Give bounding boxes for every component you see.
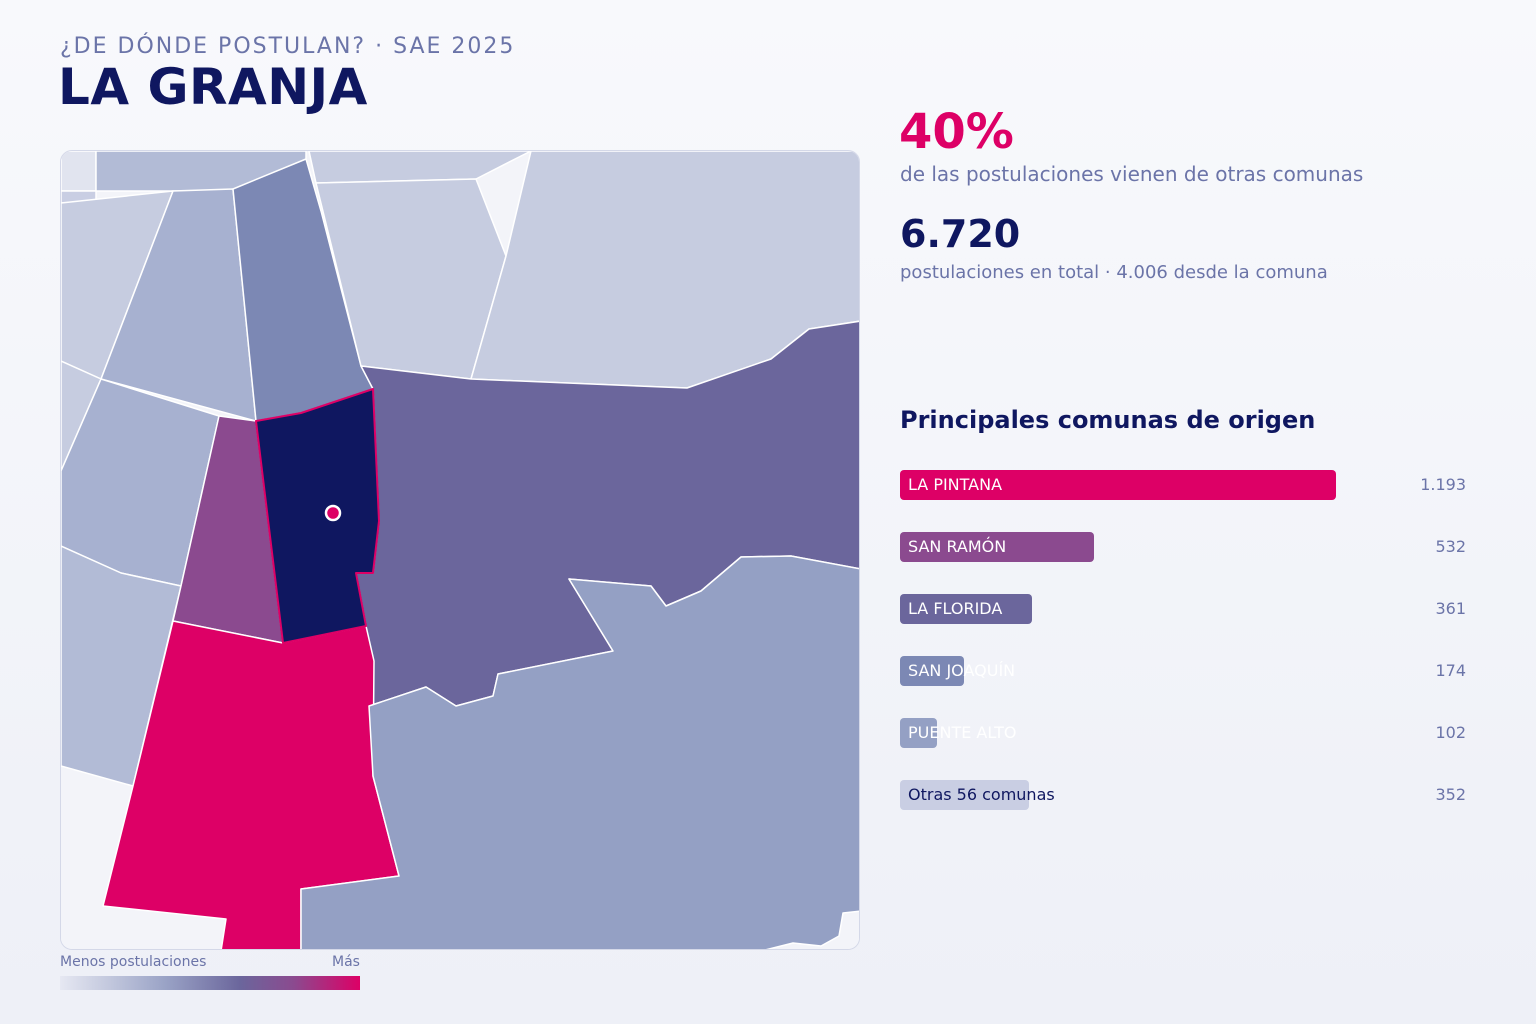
ranking-label: LA FLORIDA	[908, 599, 1003, 618]
commune-map[interactable]	[60, 150, 860, 950]
ranking-label: LA PINTANA	[908, 475, 1003, 494]
commune-puente-alto[interactable]	[300, 555, 860, 950]
ranking-bar	[900, 594, 1032, 624]
ranking-value: 102	[1435, 723, 1466, 742]
commune-top-center-strip[interactable]	[308, 151, 532, 184]
ranking-value: 174	[1435, 661, 1466, 680]
stat-total-description: postulaciones en total · 4.006 desde la …	[900, 262, 1328, 283]
ranking-value: 352	[1435, 785, 1466, 804]
ranking-bar	[900, 532, 1094, 562]
commune-top-left-small[interactable]	[61, 151, 97, 192]
commune-centroid-marker	[324, 504, 342, 522]
legend-gradient-bar	[60, 976, 360, 990]
ranking-row[interactable]: Otras 56 comunas 352	[900, 780, 1466, 810]
ranking-bar	[900, 656, 964, 686]
ranking-bar	[900, 470, 1336, 500]
legend-high-label: Más	[332, 954, 360, 970]
page-kicker: ¿DE DÓNDE POSTULAN? · SAE 2025	[60, 34, 516, 59]
stat-percent-value: 40%	[899, 104, 1014, 160]
ranking-value: 361	[1435, 599, 1466, 618]
ranking-bar	[900, 780, 1029, 810]
ranking-value: 1.193	[1420, 475, 1466, 494]
ranking-row[interactable]: PUENTE ALTO 102	[900, 718, 1466, 748]
ranking-row[interactable]: LA FLORIDA 361	[900, 594, 1466, 624]
ranking-label: SAN RAMÓN	[908, 537, 1007, 556]
ranking-title: Principales comunas de origen	[900, 406, 1316, 434]
ranking-label: PUENTE ALTO	[908, 723, 1017, 742]
ranking-value: 532	[1435, 537, 1466, 556]
ranking-bar	[900, 718, 937, 748]
ranking-row[interactable]: SAN RAMÓN 532	[900, 532, 1466, 562]
page-title: LA GRANJA	[58, 58, 368, 116]
ranking-row[interactable]: SAN JOAQUÍN 174	[900, 656, 1466, 686]
commune-la-granja-selected[interactable]	[255, 388, 380, 644]
legend-low-label: Menos postulaciones	[60, 954, 207, 970]
ranking-row[interactable]: LA PINTANA 1.193	[900, 470, 1466, 500]
stat-total-value: 6.720	[900, 212, 1021, 256]
ranking-label: Otras 56 comunas	[908, 785, 1055, 804]
stat-percent-description: de las postulaciones vienen de otras com…	[900, 162, 1364, 186]
ranking-label: SAN JOAQUÍN	[908, 661, 1016, 680]
